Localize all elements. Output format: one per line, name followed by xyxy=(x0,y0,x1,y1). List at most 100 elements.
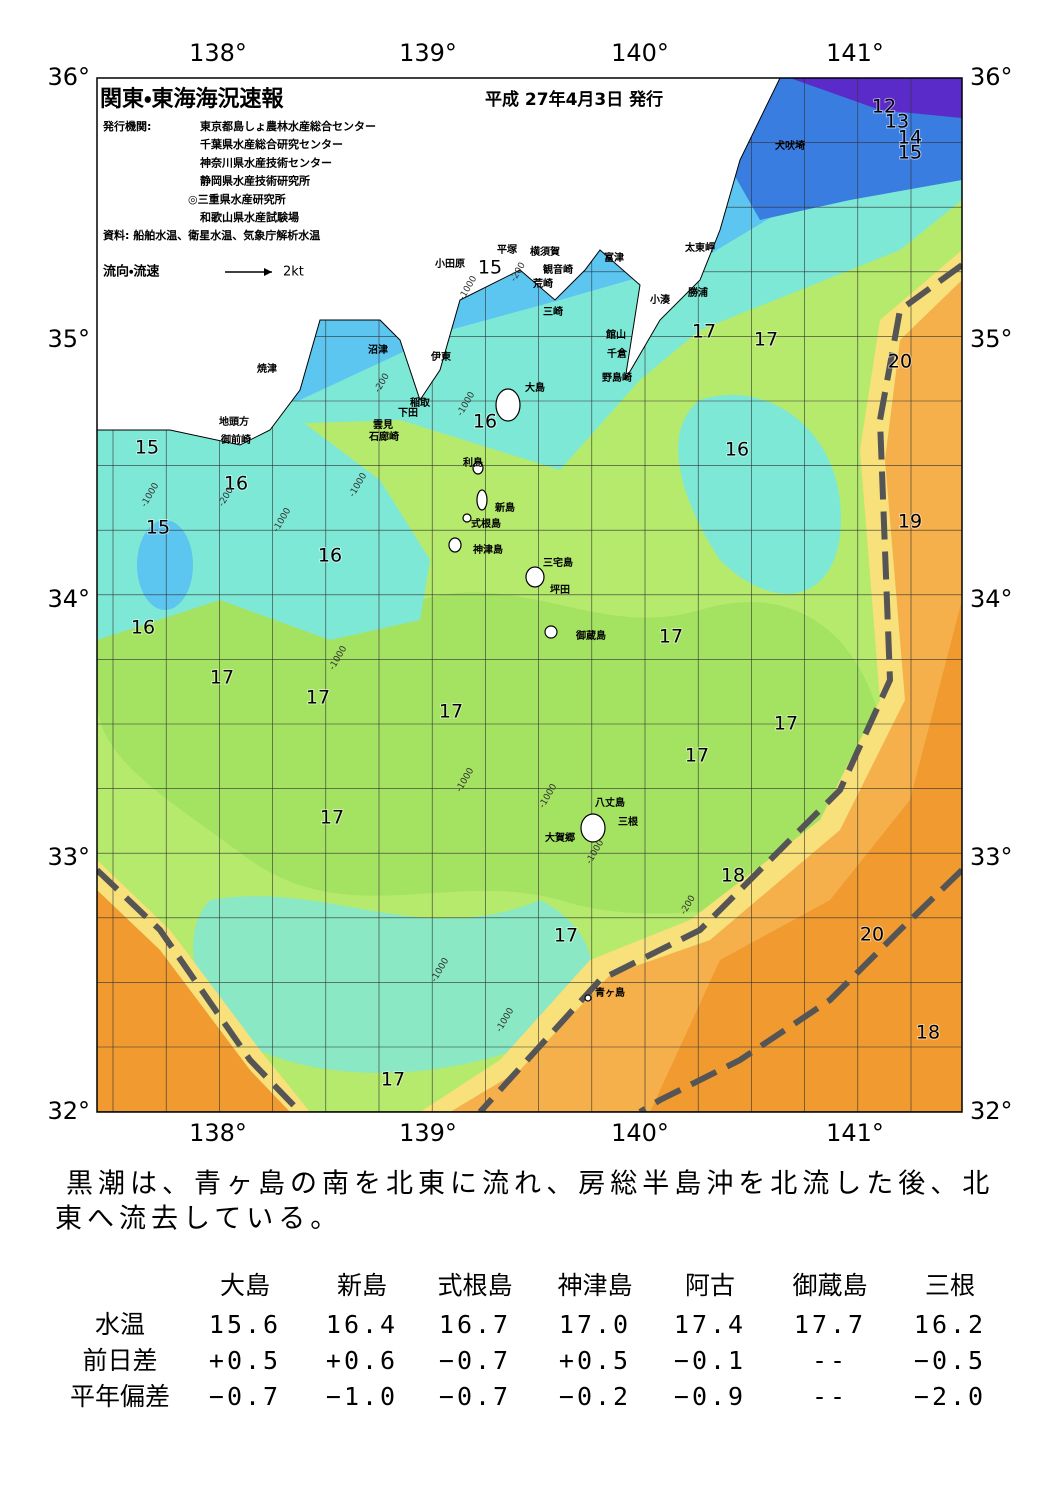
isotherm-label: 17 xyxy=(320,807,344,829)
lat-label: 35° xyxy=(47,325,90,353)
place-name: 千倉 xyxy=(607,347,628,360)
table-row-label: 水温 xyxy=(95,1310,145,1339)
table-header: 式根島 xyxy=(437,1271,512,1300)
sea-17-5 xyxy=(97,588,880,914)
table-header: 三根 xyxy=(925,1271,975,1300)
isotherm-label: 12 xyxy=(872,96,896,118)
place-name: 観音崎 xyxy=(543,263,573,276)
isotherm-label: 17 xyxy=(210,667,234,689)
land xyxy=(97,78,781,446)
table-cell: -- xyxy=(812,1346,848,1375)
place-name: 大島 xyxy=(525,381,545,394)
table-cell: +0.5 xyxy=(209,1346,281,1375)
place-name: 地頭方 xyxy=(219,415,249,428)
place-name: 式根島 xyxy=(471,517,501,530)
isotherm-label: 13 xyxy=(885,111,909,133)
sea-15 xyxy=(137,520,193,610)
place-name: 青ヶ島 xyxy=(595,986,625,999)
place-name: 御蔵島 xyxy=(575,629,606,642)
table-header: 阿古 xyxy=(685,1271,735,1300)
sea-21 xyxy=(97,890,290,1112)
table-cell: −0.7 xyxy=(209,1382,281,1411)
place-name: 伊東 xyxy=(430,350,451,363)
lon-label: 139° xyxy=(399,39,457,67)
publisher: 静岡県水産技術研究所 xyxy=(200,174,310,188)
place-name: 新島 xyxy=(494,501,515,514)
place-name: 八丈島 xyxy=(595,796,625,809)
isotherm-label: 14 xyxy=(898,127,922,149)
table-cell: −0.5 xyxy=(914,1346,986,1375)
lat-label: 35° xyxy=(970,325,1013,353)
place-name: 平塚 xyxy=(497,243,518,256)
isotherm-label: 17 xyxy=(692,321,716,343)
table-header: 御蔵島 xyxy=(792,1271,867,1300)
publisher-label: 発行機関: xyxy=(102,119,151,133)
place-name: 小湊 xyxy=(649,293,671,306)
table-row-label: 平年偏差 xyxy=(70,1382,170,1411)
place-name: 富津 xyxy=(604,251,624,264)
table-cell: 15.6 xyxy=(209,1310,281,1339)
isotherm-label: 20 xyxy=(888,351,912,373)
place-name: 石廊崎 xyxy=(368,430,399,443)
isotherm-label: 17 xyxy=(659,626,683,648)
islands xyxy=(448,388,606,1002)
place-name: 犬吠埼 xyxy=(775,139,805,152)
isotherm-label: 18 xyxy=(916,1022,940,1044)
place-name: 三宅島 xyxy=(543,556,573,569)
labels: 138° 138° 139° 139° 140° 140° 141° 141° 36° 36° 35… xyxy=(47,39,1012,1147)
place-name: 利島 xyxy=(463,456,483,469)
table-cell: 16.7 xyxy=(439,1310,511,1339)
sea-12 xyxy=(790,78,962,118)
sea-temperature-map xyxy=(97,78,962,1112)
lon-label: 141° xyxy=(826,1119,884,1147)
kuroshio-axis xyxy=(477,262,962,1112)
description-line: 黒潮は、青ヶ島の南を北東に流れ、房総半島沖を北流した後、北 xyxy=(66,1169,994,1200)
publisher: 千葉県水産総合研究センター xyxy=(200,137,343,151)
lon-label: 138° xyxy=(189,39,247,67)
lat-label: 36° xyxy=(970,63,1013,91)
legend-label: 流向・流速 xyxy=(103,264,159,280)
lon-label: 140° xyxy=(611,1119,669,1147)
isotherm-label: 16 xyxy=(224,473,248,495)
isotherm-label: 16 xyxy=(318,545,342,567)
table-cell: 17.7 xyxy=(794,1310,866,1339)
table-row-label: 前日差 xyxy=(82,1346,157,1375)
table-cell: −1.0 xyxy=(326,1382,398,1411)
place-name: 下田 xyxy=(398,407,418,419)
table-cell: −0.7 xyxy=(439,1382,511,1411)
place-name: 稲取 xyxy=(410,396,431,409)
table-cell: +0.6 xyxy=(326,1346,398,1375)
isotherm-label: 17 xyxy=(554,925,578,947)
place-name: 勝浦 xyxy=(688,286,708,299)
title: 関東・東海海況速報 xyxy=(100,86,284,112)
table-cell: −0.2 xyxy=(559,1382,631,1411)
isotherm-label: 17 xyxy=(381,1069,405,1091)
table-cell: 16.4 xyxy=(326,1310,398,1339)
sea-16 xyxy=(678,394,841,594)
table-cell: 16.2 xyxy=(914,1310,986,1339)
lat-label: 32° xyxy=(47,1097,90,1125)
lat-label: 34° xyxy=(47,585,90,613)
isotherm-label: 15 xyxy=(478,257,502,279)
publisher: ◎三重県水産研究所 xyxy=(188,192,286,206)
isotherm-label: 17 xyxy=(306,687,330,709)
table-header: 新島 xyxy=(337,1271,387,1300)
kuroshio-axis xyxy=(638,867,962,1112)
isotherm-label: 16 xyxy=(131,617,155,639)
table-cell: 17.4 xyxy=(674,1310,746,1339)
sea-16-5 xyxy=(193,896,593,1073)
table-cell: −2.0 xyxy=(914,1382,986,1411)
table-cell: −0.9 xyxy=(674,1382,746,1411)
isotherm-label: 20 xyxy=(860,924,884,946)
issue-date: 平成 27年4月3日 発行 xyxy=(485,89,663,110)
kuroshio-axis xyxy=(97,867,303,1112)
place-name: 三根 xyxy=(618,815,639,828)
table-header: 大島 xyxy=(220,1271,270,1300)
table-header: 神津島 xyxy=(557,1271,632,1300)
lat-label: 32° xyxy=(970,1097,1013,1125)
place-name: 坪田 xyxy=(550,583,570,596)
isotherm-label: 15 xyxy=(146,517,170,539)
description-line: 東へ流去している。 xyxy=(55,1204,342,1235)
